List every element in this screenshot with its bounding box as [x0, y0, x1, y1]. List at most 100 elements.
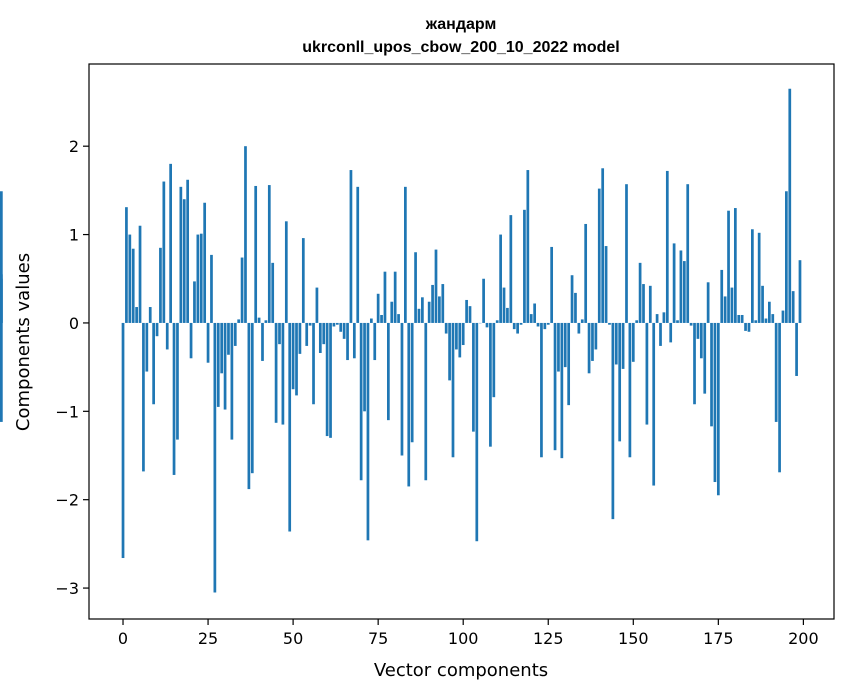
bar [489, 322, 492, 447]
bar [768, 301, 771, 323]
bar [642, 284, 645, 323]
bar [601, 168, 605, 323]
bar [672, 243, 676, 323]
bar [125, 207, 128, 323]
bar [580, 319, 584, 323]
bar [427, 301, 431, 323]
bar [162, 181, 166, 323]
bar [485, 322, 489, 328]
bar [407, 322, 411, 487]
bar [315, 287, 319, 323]
bar [267, 185, 271, 323]
bar [529, 314, 533, 323]
y-axis-label: Components values [13, 253, 34, 431]
y-tick-label: 0 [69, 314, 79, 333]
bar [254, 185, 258, 323]
bar [230, 322, 234, 440]
bar [662, 312, 666, 323]
bar [737, 314, 741, 323]
bar [233, 322, 237, 346]
y-axis-ticks: −3 −2 −1 0 1 2 [55, 137, 89, 598]
bar [434, 249, 438, 323]
bar [502, 287, 506, 323]
bar [356, 186, 360, 323]
bar [441, 284, 445, 323]
bar [417, 308, 421, 323]
bar [318, 322, 322, 353]
bar [744, 322, 747, 331]
bar [710, 322, 713, 427]
bar [608, 322, 611, 325]
bar [332, 322, 336, 327]
bar [475, 322, 479, 542]
bar [519, 322, 523, 325]
bar [176, 322, 179, 440]
bar [788, 88, 792, 323]
bar [288, 322, 292, 532]
bar [295, 322, 298, 396]
bar [451, 322, 455, 458]
bar [533, 303, 536, 323]
bar [189, 322, 193, 359]
bar [237, 319, 241, 323]
bar [553, 322, 557, 451]
bar [278, 322, 281, 345]
bar [492, 322, 496, 398]
bar [679, 250, 683, 323]
bar [665, 170, 669, 323]
bar [247, 322, 251, 490]
chart-title-line-1: жандарм [425, 16, 497, 33]
bar [761, 285, 764, 323]
bar [543, 322, 547, 330]
bar [472, 322, 475, 432]
x-axis-ticks: 0 25 50 75 100 125 150 175 200 [118, 619, 819, 648]
bar [373, 322, 377, 361]
bar [696, 322, 700, 339]
bar [516, 322, 519, 334]
bar [774, 322, 778, 422]
bar [798, 260, 802, 323]
bar [342, 322, 346, 339]
bar [121, 322, 125, 559]
bar [686, 184, 690, 323]
bar [757, 232, 761, 323]
bar [509, 215, 513, 323]
bar-series [0, 88, 802, 593]
bar [560, 322, 564, 459]
bar [424, 322, 428, 481]
y-tick-label: −1 [55, 402, 79, 421]
bar [210, 254, 213, 323]
bar [720, 269, 724, 323]
bar [747, 322, 751, 332]
bar [169, 163, 172, 323]
bar [308, 322, 312, 326]
bar [349, 170, 353, 323]
bar [577, 322, 581, 334]
plot-frame [88, 63, 835, 620]
bar [526, 170, 530, 323]
bar [604, 246, 608, 323]
bar [346, 322, 349, 361]
x-tick-label: 50 [283, 629, 303, 648]
bar [795, 322, 798, 376]
bar [591, 322, 594, 361]
bar [699, 322, 703, 359]
bar [152, 322, 155, 405]
bar [438, 296, 441, 323]
bar [655, 314, 659, 323]
bar [380, 314, 383, 323]
bar [652, 322, 656, 486]
bar [257, 317, 261, 323]
bar [584, 223, 588, 323]
bar [264, 320, 268, 323]
bar [227, 322, 230, 355]
bar [274, 322, 278, 423]
bar [216, 322, 220, 407]
bar [291, 322, 295, 390]
x-tick-label: 25 [198, 629, 218, 648]
bar [676, 320, 679, 323]
bar [131, 248, 135, 323]
bar [536, 322, 540, 327]
bar [567, 322, 571, 406]
